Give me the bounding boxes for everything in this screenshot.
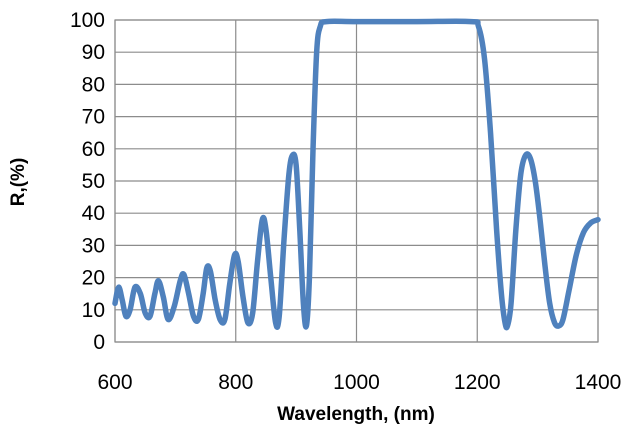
y-tick-label: 40 <box>82 202 105 225</box>
y-tick-label: 100 <box>70 9 105 32</box>
y-tick-label: 30 <box>82 234 105 257</box>
x-tick-label: 1000 <box>333 371 380 394</box>
series-layer <box>112 18 601 331</box>
x-tick-label: 1400 <box>575 371 622 394</box>
y-tick-label: 70 <box>82 106 105 129</box>
y-tick-label: 50 <box>82 170 105 193</box>
tick-labels: 0 10 20 30 40 50 60 70 80 90 100 600 800 1000 1200 1400 <box>70 9 621 394</box>
grid <box>114 19 599 343</box>
y-axis-title: R,(%) <box>8 158 29 207</box>
reflectance-series-line <box>112 18 601 331</box>
y-tick-label: 80 <box>82 73 105 96</box>
y-tick-label: 10 <box>82 299 105 322</box>
x-axis-title: Wavelength, (nm) <box>277 404 435 425</box>
x-tick-label: 1200 <box>454 371 501 394</box>
x-tick-label: 800 <box>218 371 253 394</box>
y-tick-label: 60 <box>82 138 105 161</box>
y-tick-label: 20 <box>82 267 105 290</box>
x-tick-label: 600 <box>97 371 132 394</box>
y-tick-label: 0 <box>93 331 105 354</box>
y-tick-label: 90 <box>82 41 105 64</box>
